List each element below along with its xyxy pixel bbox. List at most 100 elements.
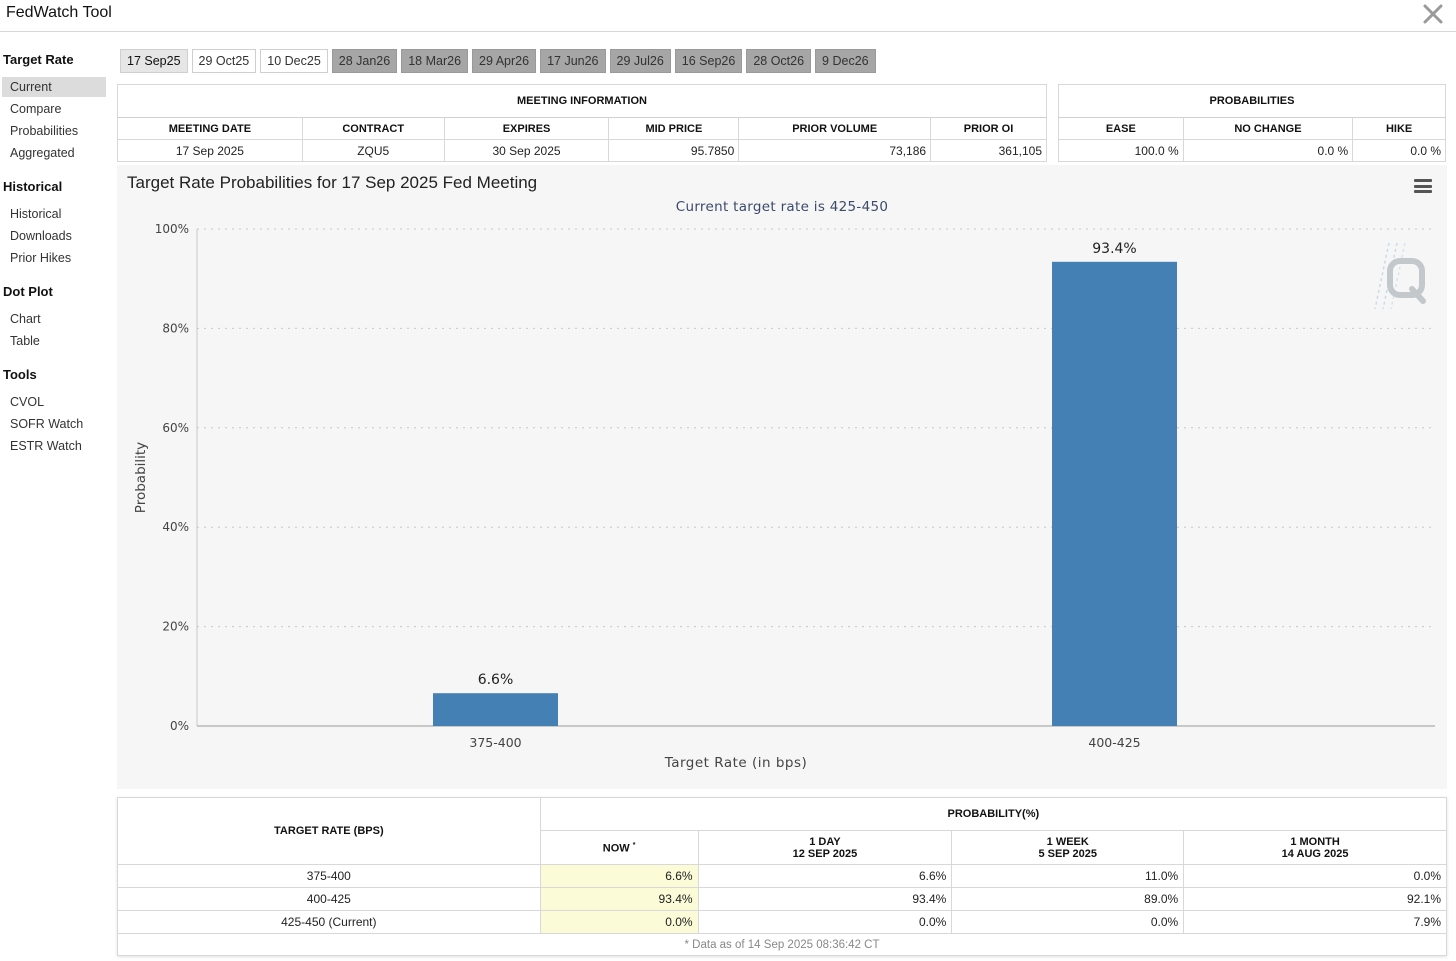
sidebar-item-estr-watch[interactable]: ESTR Watch <box>10 439 82 453</box>
probabilities-header: PROBABILITIES <box>1058 84 1446 118</box>
sidebar-group-dot-plot: Dot Plot <box>3 284 53 299</box>
data-label: 6.6% <box>478 672 514 688</box>
y-axis-title: Probability <box>133 442 149 513</box>
column-header: MEETING DATE <box>117 117 303 140</box>
column-header: PRIOR OI <box>930 117 1047 140</box>
x-tick-label: 375-400 <box>469 735 521 750</box>
tab-meeting[interactable]: 29 Apr26 <box>472 49 537 73</box>
tab-meeting[interactable]: 17 Jun26 <box>540 49 606 73</box>
bar <box>433 693 558 726</box>
sidebar-item-sofr-watch[interactable]: SOFR Watch <box>10 417 84 431</box>
close-icon[interactable] <box>1422 3 1444 25</box>
now-footnote-mark: * <box>632 842 636 850</box>
tab-meeting[interactable]: 16 Sep26 <box>674 49 743 73</box>
table-row: 17 Sep 2025 ZQU5 30 Sep 2025 95.7850 73,… <box>117 139 1047 162</box>
table-row: 375-400 6.6% 6.6% 11.0% 0.0% <box>117 864 1447 888</box>
sidebar-item-probabilities[interactable]: Probabilities <box>10 124 79 138</box>
now-cell: 93.4% <box>539 887 699 911</box>
rate-cell: 425-450 (Current) <box>117 910 541 934</box>
data-timestamp-note: * Data as of 14 Sep 2025 08:36:42 CT <box>117 933 1447 956</box>
tab-meeting[interactable]: 28 Oct26 <box>746 49 812 73</box>
x-tick-label: 400-425 <box>1088 735 1140 750</box>
prior-volume-cell: 73,186 <box>738 139 932 162</box>
tab-meeting[interactable]: 10 Dec25 <box>260 49 328 73</box>
y-tick-label: 20% <box>162 620 189 634</box>
data-label: 93.4% <box>1092 241 1136 257</box>
one-month-cell: 7.9% <box>1183 910 1447 934</box>
column-header: PRIOR VOLUME <box>738 117 932 140</box>
expires-cell: 30 Sep 2025 <box>443 139 610 162</box>
table-row: 425-450 (Current) 0.0% 0.0% 0.0% 7.9% <box>117 910 1447 934</box>
target-rate-header: TARGET RATE (BPS) <box>117 797 541 865</box>
one-week-cell: 89.0% <box>951 887 1185 911</box>
meeting-tabs: 17 Sep25 29 Oct25 10 Dec25 28 Jan26 18 M… <box>120 49 876 73</box>
table-row: 100.0 % 0.0 % 0.0 % <box>1058 139 1446 162</box>
column-header: EASE <box>1058 117 1184 140</box>
sidebar-item-compare[interactable]: Compare <box>10 102 62 116</box>
prior-oi-cell: 361,105 <box>930 139 1047 162</box>
one-month-header: 1 MONTH 14 AUG 2025 <box>1183 830 1447 865</box>
meeting-info-table: MEETING INFORMATION MEETING DATE CONTRAC… <box>117 84 1047 162</box>
one-week-cell: 0.0% <box>951 910 1185 934</box>
y-tick-label: 40% <box>162 520 189 534</box>
meeting-date-cell: 17 Sep 2025 <box>117 139 303 162</box>
probabilities-table: PROBABILITIES EASE NO CHANGE HIKE 100.0 … <box>1058 84 1446 162</box>
bar <box>1052 261 1177 726</box>
y-tick-label: 80% <box>162 321 189 335</box>
now-header: NOW * <box>539 830 699 865</box>
sidebar-item-current[interactable]: Current <box>2 77 106 97</box>
one-day-cell: 6.6% <box>697 864 953 888</box>
chart-menu-icon[interactable] <box>1414 179 1432 193</box>
sidebar-item-cvol[interactable]: CVOL <box>10 395 45 409</box>
probability-group-header: PROBABILITY(%) <box>539 797 1448 831</box>
sidebar-item-downloads[interactable]: Downloads <box>10 229 72 243</box>
contract-cell: ZQU5 <box>301 139 445 162</box>
rate-cell: 375-400 <box>117 864 541 888</box>
table-row: 400-425 93.4% 93.4% 89.0% 92.1% <box>117 887 1447 911</box>
tab-meeting[interactable]: 28 Jan26 <box>331 49 398 73</box>
tab-meeting[interactable]: 9 Dec26 <box>815 49 876 73</box>
now-cell: 6.6% <box>539 864 699 888</box>
tab-meeting[interactable]: 18 Mar26 <box>401 49 469 73</box>
column-header: EXPIRES <box>443 117 610 140</box>
x-axis-title: Target Rate (in bps) <box>664 755 808 771</box>
sidebar-item-historical[interactable]: Historical <box>10 207 62 221</box>
tab-meeting[interactable]: 29 Oct25 <box>191 49 257 73</box>
one-month-cell: 0.0% <box>1183 864 1447 888</box>
ease-cell: 100.0 % <box>1058 139 1184 162</box>
y-tick-label: 0% <box>170 719 189 733</box>
one-week-header: 1 WEEK 5 SEP 2025 <box>951 830 1185 865</box>
title-bar: FedWatch Tool <box>0 0 1456 32</box>
one-month-cell: 92.1% <box>1183 887 1447 911</box>
chart-panel: 0% 20% 40% 60% 80% 100% 6.6% 375-400 93.4% 400-42… <box>117 165 1447 789</box>
column-header: CONTRACT <box>301 117 445 140</box>
y-tick-label: 60% <box>162 421 189 435</box>
column-header: NO CHANGE <box>1182 117 1354 140</box>
sidebar-group-target-rate: Target Rate <box>3 52 74 67</box>
rate-cell: 400-425 <box>117 887 541 911</box>
sidebar-group-tools: Tools <box>3 367 37 382</box>
y-tick-label: 100% <box>155 222 189 236</box>
no-change-cell: 0.0 % <box>1182 139 1354 162</box>
one-day-cell: 93.4% <box>697 887 953 911</box>
tab-meeting[interactable]: 29 Jul26 <box>609 49 671 73</box>
sidebar: Target Rate Current Compare Probabilitie… <box>0 50 110 458</box>
chart-title: Target Rate Probabilities for 17 Sep 202… <box>127 173 538 192</box>
bar-chart: 0% 20% 40% 60% 80% 100% 6.6% 375-400 93.4% 400-42… <box>133 222 1435 771</box>
sidebar-item-chart[interactable]: Chart <box>10 312 41 326</box>
sidebar-item-prior-hikes[interactable]: Prior Hikes <box>10 251 72 265</box>
sidebar-item-table[interactable]: Table <box>10 334 40 348</box>
sidebar-group-historical: Historical <box>3 179 63 194</box>
one-week-cell: 11.0% <box>951 864 1185 888</box>
chart-subtitle: Current target rate is 425-450 <box>675 199 889 215</box>
hike-cell: 0.0 % <box>1352 139 1446 162</box>
watermark-logo-icon <box>1374 242 1426 310</box>
meeting-info-header: MEETING INFORMATION <box>117 84 1047 118</box>
probability-history-table: TARGET RATE (BPS) PROBABILITY(%) NOW * 1… <box>117 797 1448 956</box>
column-header: MID PRICE <box>608 117 740 140</box>
one-day-cell: 0.0% <box>697 910 953 934</box>
tab-meeting[interactable]: 17 Sep25 <box>120 49 188 73</box>
one-day-header: 1 DAY 12 SEP 2025 <box>697 830 953 865</box>
sidebar-item-aggregated[interactable]: Aggregated <box>10 146 75 160</box>
app-title: FedWatch Tool <box>6 4 112 21</box>
